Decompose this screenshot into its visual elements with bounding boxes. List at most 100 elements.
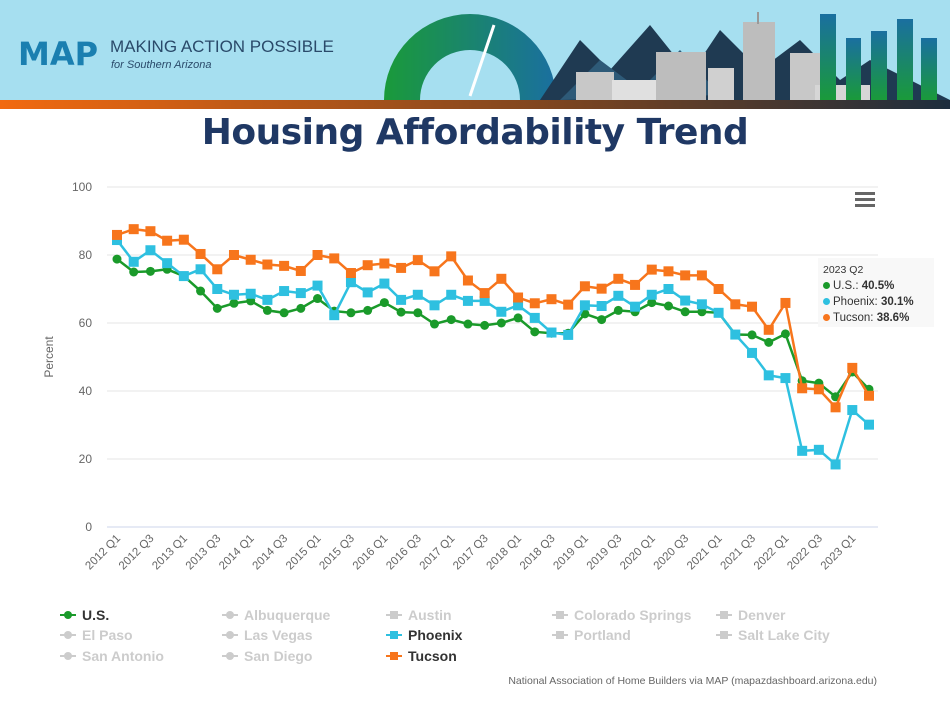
phoenix-point	[596, 301, 607, 311]
legend-label: Salt Lake City	[738, 627, 830, 643]
phoenix-point	[780, 373, 791, 384]
legend-marker-icon	[60, 651, 76, 661]
x-tick-label: 2021 Q3	[718, 533, 758, 573]
us-point	[262, 305, 272, 315]
phoenix-point	[412, 289, 423, 300]
x-tick-label: 2020 Q1	[618, 533, 658, 573]
tooltip-row-tucson: Tucson: 38.6%	[823, 310, 929, 326]
legend-marker-icon	[222, 651, 238, 661]
org-subtitle: for Southern Arizona	[111, 59, 211, 71]
phoenix-point	[379, 278, 390, 289]
phoenix-point	[145, 245, 156, 256]
tooltip-header: 2023 Q2	[823, 264, 864, 276]
phoenix-point	[797, 445, 808, 456]
tucson-point	[830, 402, 841, 413]
us-point	[379, 298, 389, 308]
legend-item-portland[interactable]: Portland	[552, 627, 631, 643]
tucson-point	[145, 226, 156, 237]
tucson-point	[529, 298, 540, 309]
legend-item-phoenix[interactable]: Phoenix	[386, 627, 462, 643]
tucson-point	[162, 235, 173, 246]
us-point	[680, 307, 690, 317]
legend-item-colorado-springs[interactable]: Colorado Springs	[552, 607, 691, 623]
x-tick-label: 2022 Q1	[752, 533, 792, 573]
tucson-point	[245, 254, 256, 265]
phoenix-point	[345, 277, 356, 288]
us-point	[129, 267, 139, 277]
legend-item-san-diego[interactable]: San Diego	[222, 648, 312, 664]
x-tick-label: 2023 Q1	[819, 533, 859, 573]
phoenix-point	[680, 295, 691, 306]
header-banner: MAP MAKING ACTION POSSIBLE for Southern …	[0, 0, 950, 109]
tucson-point	[763, 324, 774, 335]
gauge-graphic	[384, 14, 556, 100]
phoenix-point	[730, 329, 741, 340]
phoenix-point	[813, 444, 824, 455]
tucson-point	[847, 362, 858, 373]
legend-item-san-antonio[interactable]: San Antonio	[60, 648, 164, 664]
x-tick-label: 2018 Q1	[485, 533, 525, 573]
us-point	[831, 392, 841, 402]
legend-item-albuquerque[interactable]: Albuquerque	[222, 607, 330, 623]
tucson-point	[680, 270, 691, 281]
tucson-line	[116, 227, 871, 410]
tucson-point	[462, 275, 473, 286]
us-point	[697, 307, 707, 317]
x-tick-label: 2013 Q3	[184, 533, 224, 573]
legend-item-las-vegas[interactable]: Las Vegas	[222, 627, 313, 643]
x-tick-label: 2012 Q1	[83, 533, 123, 573]
series-tucson	[112, 224, 874, 413]
tucson-point	[596, 283, 607, 294]
phoenix-point	[295, 288, 306, 299]
tucson-point	[630, 279, 641, 290]
us-point	[246, 296, 256, 306]
phoenix-point	[763, 370, 774, 381]
us-point	[847, 367, 857, 377]
legend-item-el-paso[interactable]: El Paso	[60, 627, 133, 643]
phoenix-point	[663, 284, 674, 294]
tucson-point	[396, 262, 407, 273]
y-axis-title: Percent	[42, 336, 56, 378]
us-point	[764, 337, 774, 347]
legend-label: San Antonio	[82, 648, 164, 664]
phoenix-point	[613, 290, 624, 301]
us-point	[396, 307, 406, 317]
phoenix-point	[279, 286, 290, 297]
legend-item-tucson[interactable]: Tucson	[386, 648, 457, 664]
x-tick-label: 2014 Q3	[251, 533, 291, 573]
legend-label: Albuquerque	[244, 607, 331, 623]
us-point	[229, 298, 239, 308]
tucson-point	[613, 273, 624, 284]
us-point	[145, 266, 155, 276]
tucson-point	[713, 284, 724, 294]
us-point	[496, 318, 506, 328]
phoenix-point	[245, 288, 256, 299]
legend-item-denver[interactable]: Denver	[716, 607, 785, 623]
legend-item-austin[interactable]: Austin	[386, 607, 452, 623]
x-tick-label: 2017 Q3	[451, 533, 491, 573]
phoenix-point	[128, 256, 139, 267]
tucson-point	[563, 299, 574, 310]
us-point	[430, 319, 440, 329]
tucson-point	[112, 229, 122, 240]
x-tick-label: 2017 Q1	[418, 533, 458, 573]
legend-item-salt-lake-city[interactable]: Salt Lake City	[716, 627, 830, 643]
phoenix-dot-icon	[823, 298, 830, 305]
tucson-point	[797, 383, 808, 394]
legend-item-u-s[interactable]: U.S.	[60, 607, 109, 623]
tucson-point	[546, 294, 557, 305]
us-point	[780, 329, 790, 339]
us-point	[730, 330, 740, 340]
tucson-point	[513, 292, 524, 303]
tucson-point	[663, 266, 674, 277]
us-point	[663, 301, 673, 311]
phoenix-point	[696, 299, 707, 310]
phoenix-point	[195, 264, 206, 275]
phoenix-point	[864, 419, 874, 430]
series-phoenix	[112, 235, 874, 470]
tucson-point	[780, 297, 791, 308]
phoenix-point	[178, 271, 189, 282]
tucson-point	[329, 253, 340, 264]
chart-menu-button[interactable]	[855, 192, 875, 208]
tucson-point	[195, 248, 206, 259]
